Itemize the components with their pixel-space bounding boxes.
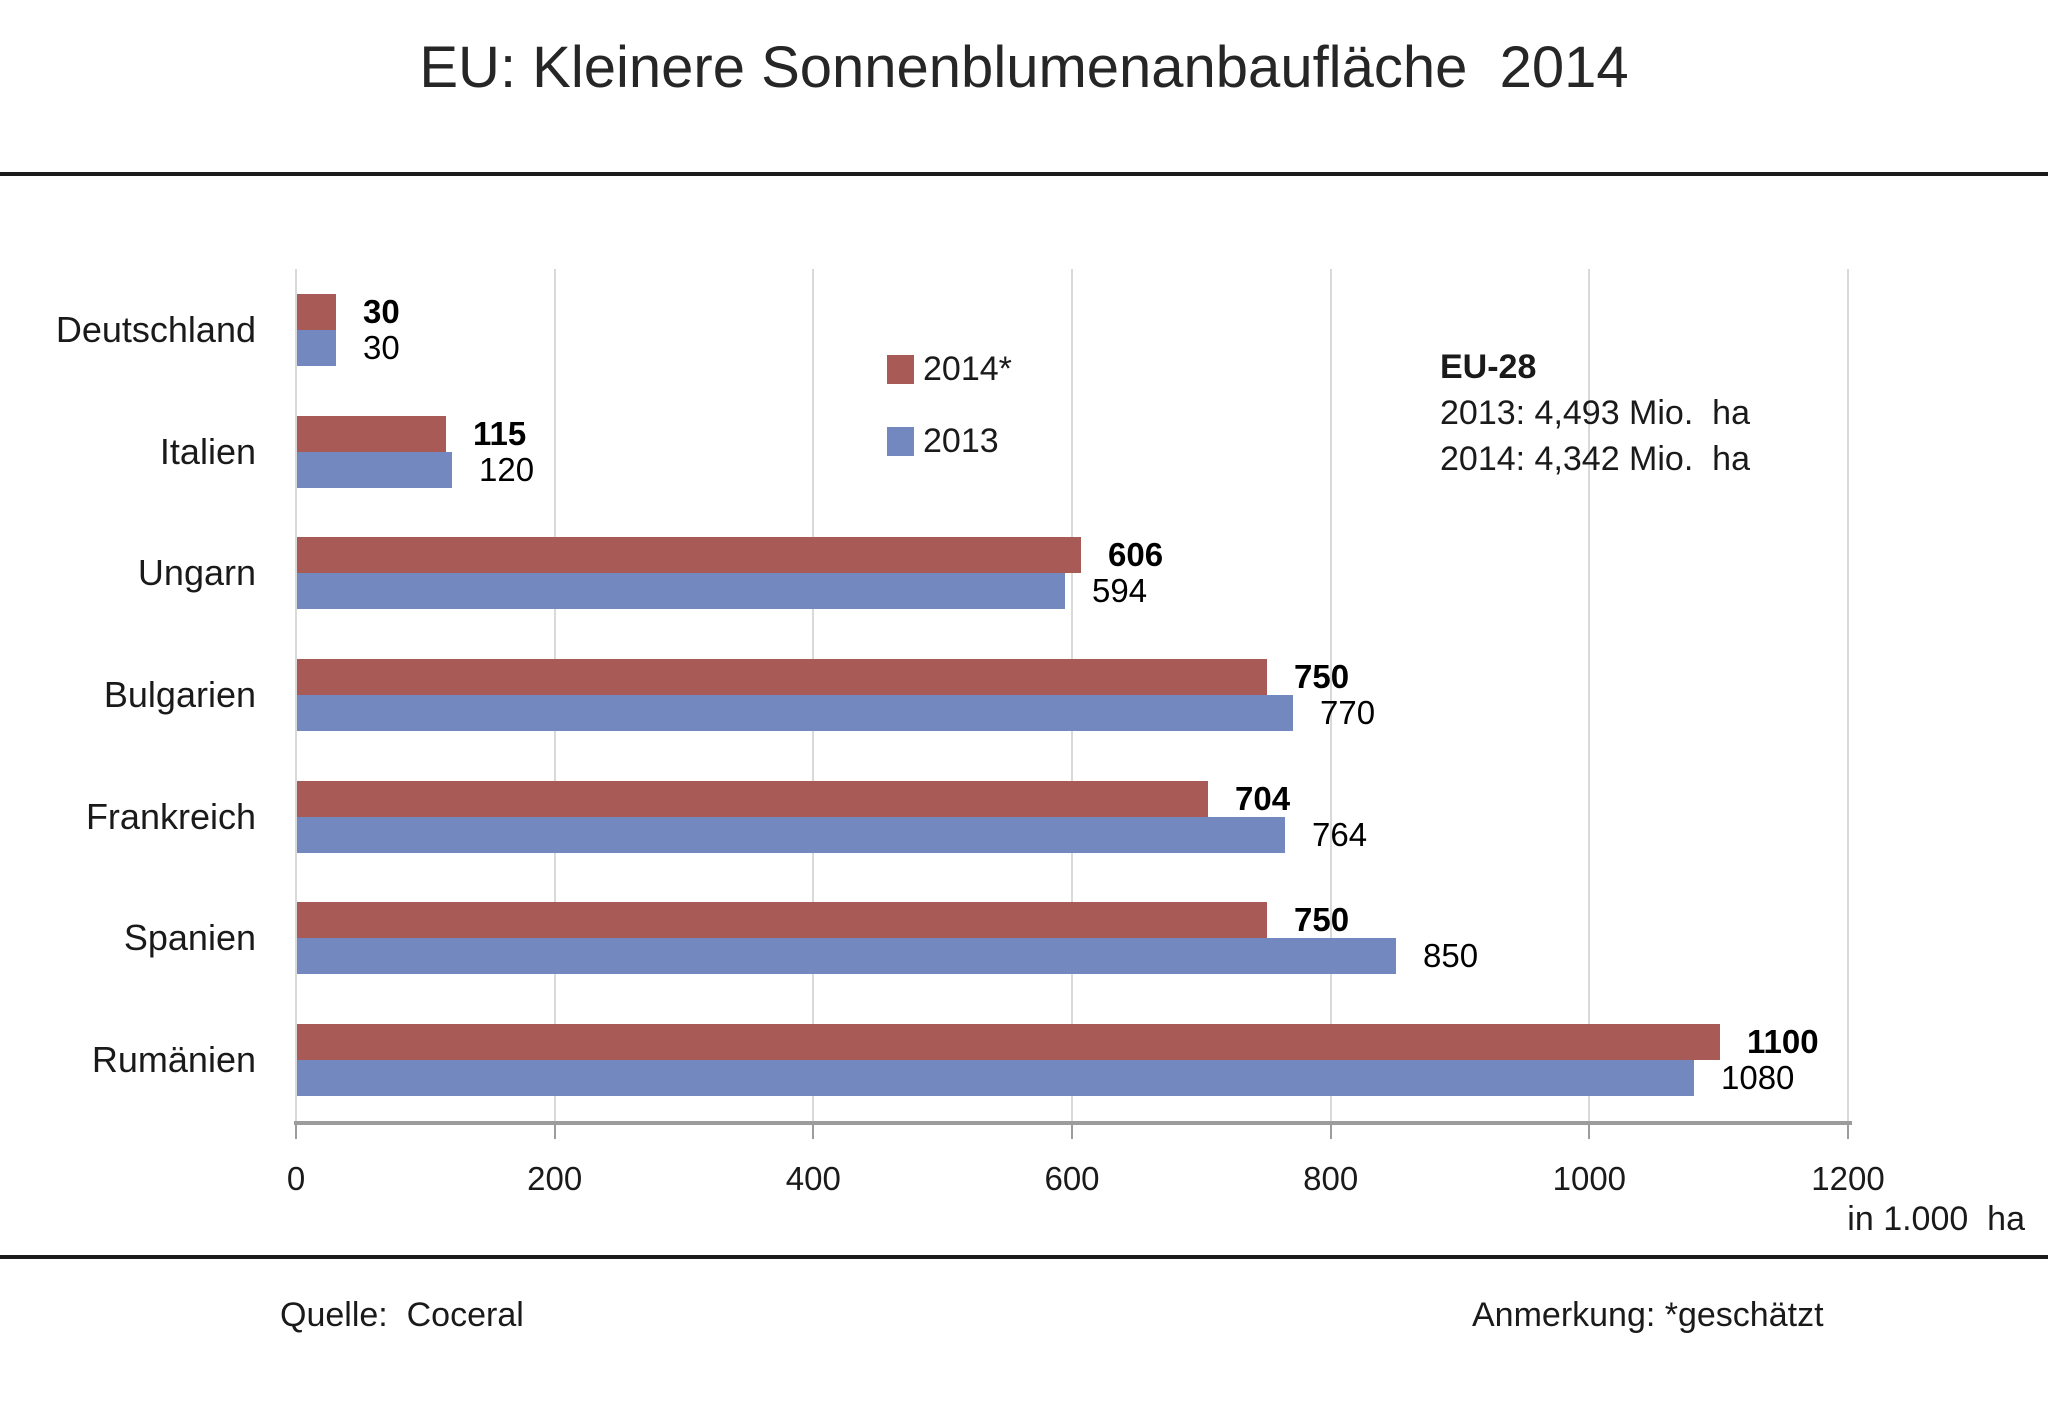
- eu28-annotation-2014: 2014: 4,342 Mio. ha: [1440, 440, 1751, 478]
- bar-2013-Italien: [297, 451, 452, 488]
- gridline-x-800: [1329, 269, 1332, 1121]
- value-label-2013-Italien: 120: [479, 450, 535, 488]
- category-label-Deutschland: Deutschland: [55, 308, 256, 350]
- gridline-x-1000: [1588, 269, 1591, 1121]
- eu28-annotation-title: EU-28: [1440, 348, 1537, 386]
- note-text: Anmerkung: *geschätzt: [1472, 1296, 1824, 1334]
- x-axis-unit-label: in 1.000 ha: [1847, 1200, 2025, 1238]
- value-label-2014-Bulgarien: 750: [1294, 658, 1350, 695]
- bar-2014-Italien: [297, 415, 446, 452]
- legend-swatch-2013: [887, 427, 914, 456]
- x-axis-tick-400: [812, 1125, 815, 1139]
- category-label-Ungarn: Ungarn: [137, 552, 256, 594]
- legend-label-2013: 2013: [923, 422, 999, 460]
- legend-swatch-2014: [887, 355, 914, 384]
- value-label-2013-Frankreich: 764: [1312, 815, 1368, 853]
- bar-2014-Deutschland: [297, 293, 336, 330]
- value-label-2014-Ungarn: 606: [1108, 536, 1164, 574]
- category-label-Bulgarien: Bulgarien: [103, 674, 256, 715]
- value-label-2013-Deutschland: 30: [363, 328, 400, 366]
- chart-title: EU: Kleinere Sonnenblumenanbaufläche 201…: [419, 35, 1629, 100]
- legend-item-2014: 2014*: [887, 350, 1012, 389]
- bar-2013-Frankreich: [297, 816, 1285, 853]
- legend-item-2013: 2013: [887, 422, 999, 461]
- bar-2014-Ungarn: [297, 537, 1081, 574]
- bar-2013-Rumänien: [297, 1060, 1694, 1097]
- gridline-x-1200: [1847, 269, 1849, 1121]
- x-tick-label-600: 600: [1044, 1160, 1100, 1197]
- bar-2014-Rumänien: [297, 1024, 1720, 1061]
- x-axis-tick-1200: [1847, 1125, 1849, 1139]
- category-label-Rumänien: Rumänien: [91, 1039, 256, 1081]
- value-label-2014-Italien: 115: [473, 414, 527, 452]
- x-axis-line: [294, 1121, 1852, 1125]
- x-tick-label-400: 400: [785, 1160, 841, 1197]
- bar-2013-Spanien: [297, 938, 1396, 975]
- bar-2013-Bulgarien: [297, 695, 1293, 731]
- source-text: Quelle: Coceral: [280, 1296, 524, 1334]
- gridline-x-0: [295, 269, 297, 1121]
- category-label-Frankreich: Frankreich: [85, 795, 256, 837]
- legend-label-2014: 2014*: [923, 350, 1012, 388]
- value-label-2014-Frankreich: 704: [1235, 779, 1291, 817]
- top-divider: [0, 172, 2048, 176]
- value-label-2013-Ungarn: 594: [1092, 572, 1148, 610]
- eu28-annotation-2013: 2013: 4,493 Mio. ha: [1440, 394, 1751, 432]
- value-label-2013-Bulgarien: 770: [1320, 694, 1376, 731]
- bar-2014-Spanien: [297, 902, 1267, 939]
- x-tick-label-1000: 1000: [1552, 1160, 1627, 1197]
- x-tick-label-1200: 1200: [1811, 1160, 1885, 1197]
- category-label-Spanien: Spanien: [123, 917, 256, 959]
- category-label-Italien: Italien: [159, 430, 256, 472]
- x-tick-label-800: 800: [1303, 1160, 1359, 1197]
- value-label-2014-Spanien: 750: [1294, 901, 1350, 939]
- eu28-annotation: EU-28 2013: 4,493 Mio. ha 2014: 4,342 Mi…: [1440, 344, 1750, 482]
- bar-2013-Deutschland: [297, 329, 336, 366]
- x-axis-tick-1000: [1588, 1125, 1591, 1139]
- bar-2013-Ungarn: [297, 573, 1065, 610]
- value-label-2014-Deutschland: 30: [363, 292, 400, 330]
- bar-2014-Bulgarien: [297, 659, 1267, 695]
- value-label-2013-Spanien: 850: [1423, 937, 1479, 975]
- value-label-2013-Rumänien: 1080: [1721, 1059, 1795, 1097]
- value-label-2014-Rumänien: 1100: [1747, 1023, 1819, 1061]
- x-tick-label-200: 200: [527, 1160, 583, 1197]
- x-axis-tick-600: [1071, 1125, 1073, 1139]
- x-axis-tick-200: [553, 1125, 556, 1139]
- bottom-divider: [0, 1255, 2048, 1259]
- x-axis-tick-0: [295, 1125, 297, 1139]
- x-axis-tick-800: [1329, 1125, 1332, 1139]
- x-tick-label-0: 0: [286, 1160, 306, 1197]
- bar-2014-Frankreich: [297, 780, 1208, 817]
